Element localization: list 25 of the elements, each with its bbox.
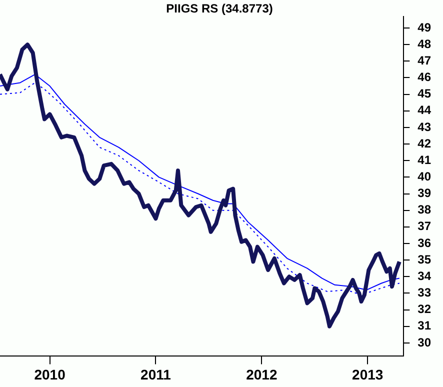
y-tick-label: 41 xyxy=(418,152,432,167)
y-tick-label: 36 xyxy=(418,236,432,250)
y-tick-label: 40 xyxy=(418,169,432,184)
y-tick-label: 46 xyxy=(418,70,432,84)
y-tick-label: 48 xyxy=(418,36,432,51)
x-tick-label: 2011 xyxy=(140,366,172,382)
y-tick-label: 42 xyxy=(418,136,432,150)
y-tick-label: 39 xyxy=(418,186,432,200)
y-tick-label: 35 xyxy=(418,252,432,266)
x-tick-label: 2010 xyxy=(34,366,66,382)
y-tick-label: 34 xyxy=(418,268,432,283)
y-tick-label: 37 xyxy=(418,219,432,234)
y-tick-label: 32 xyxy=(418,302,432,316)
y-tick-label: 43 xyxy=(418,120,432,134)
y-tick-label: 45 xyxy=(418,86,432,101)
y-tick-label: 30 xyxy=(418,335,432,350)
y-tick-label: 33 xyxy=(418,286,432,300)
y-tick-label: 44 xyxy=(418,103,432,118)
y-tick-label: 31 xyxy=(418,318,432,333)
chart-title: PIIGS RS (34.8773) xyxy=(166,2,273,16)
y-tick-label: 38 xyxy=(418,202,432,217)
x-tick-label: 2012 xyxy=(246,366,278,382)
y-tick-label: 47 xyxy=(418,53,432,68)
y-tick-label: 49 xyxy=(418,20,432,34)
x-tick-label: 2013 xyxy=(352,366,384,382)
